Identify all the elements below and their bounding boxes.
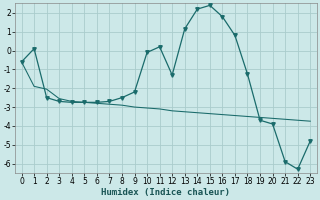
X-axis label: Humidex (Indice chaleur): Humidex (Indice chaleur) [101, 188, 230, 197]
